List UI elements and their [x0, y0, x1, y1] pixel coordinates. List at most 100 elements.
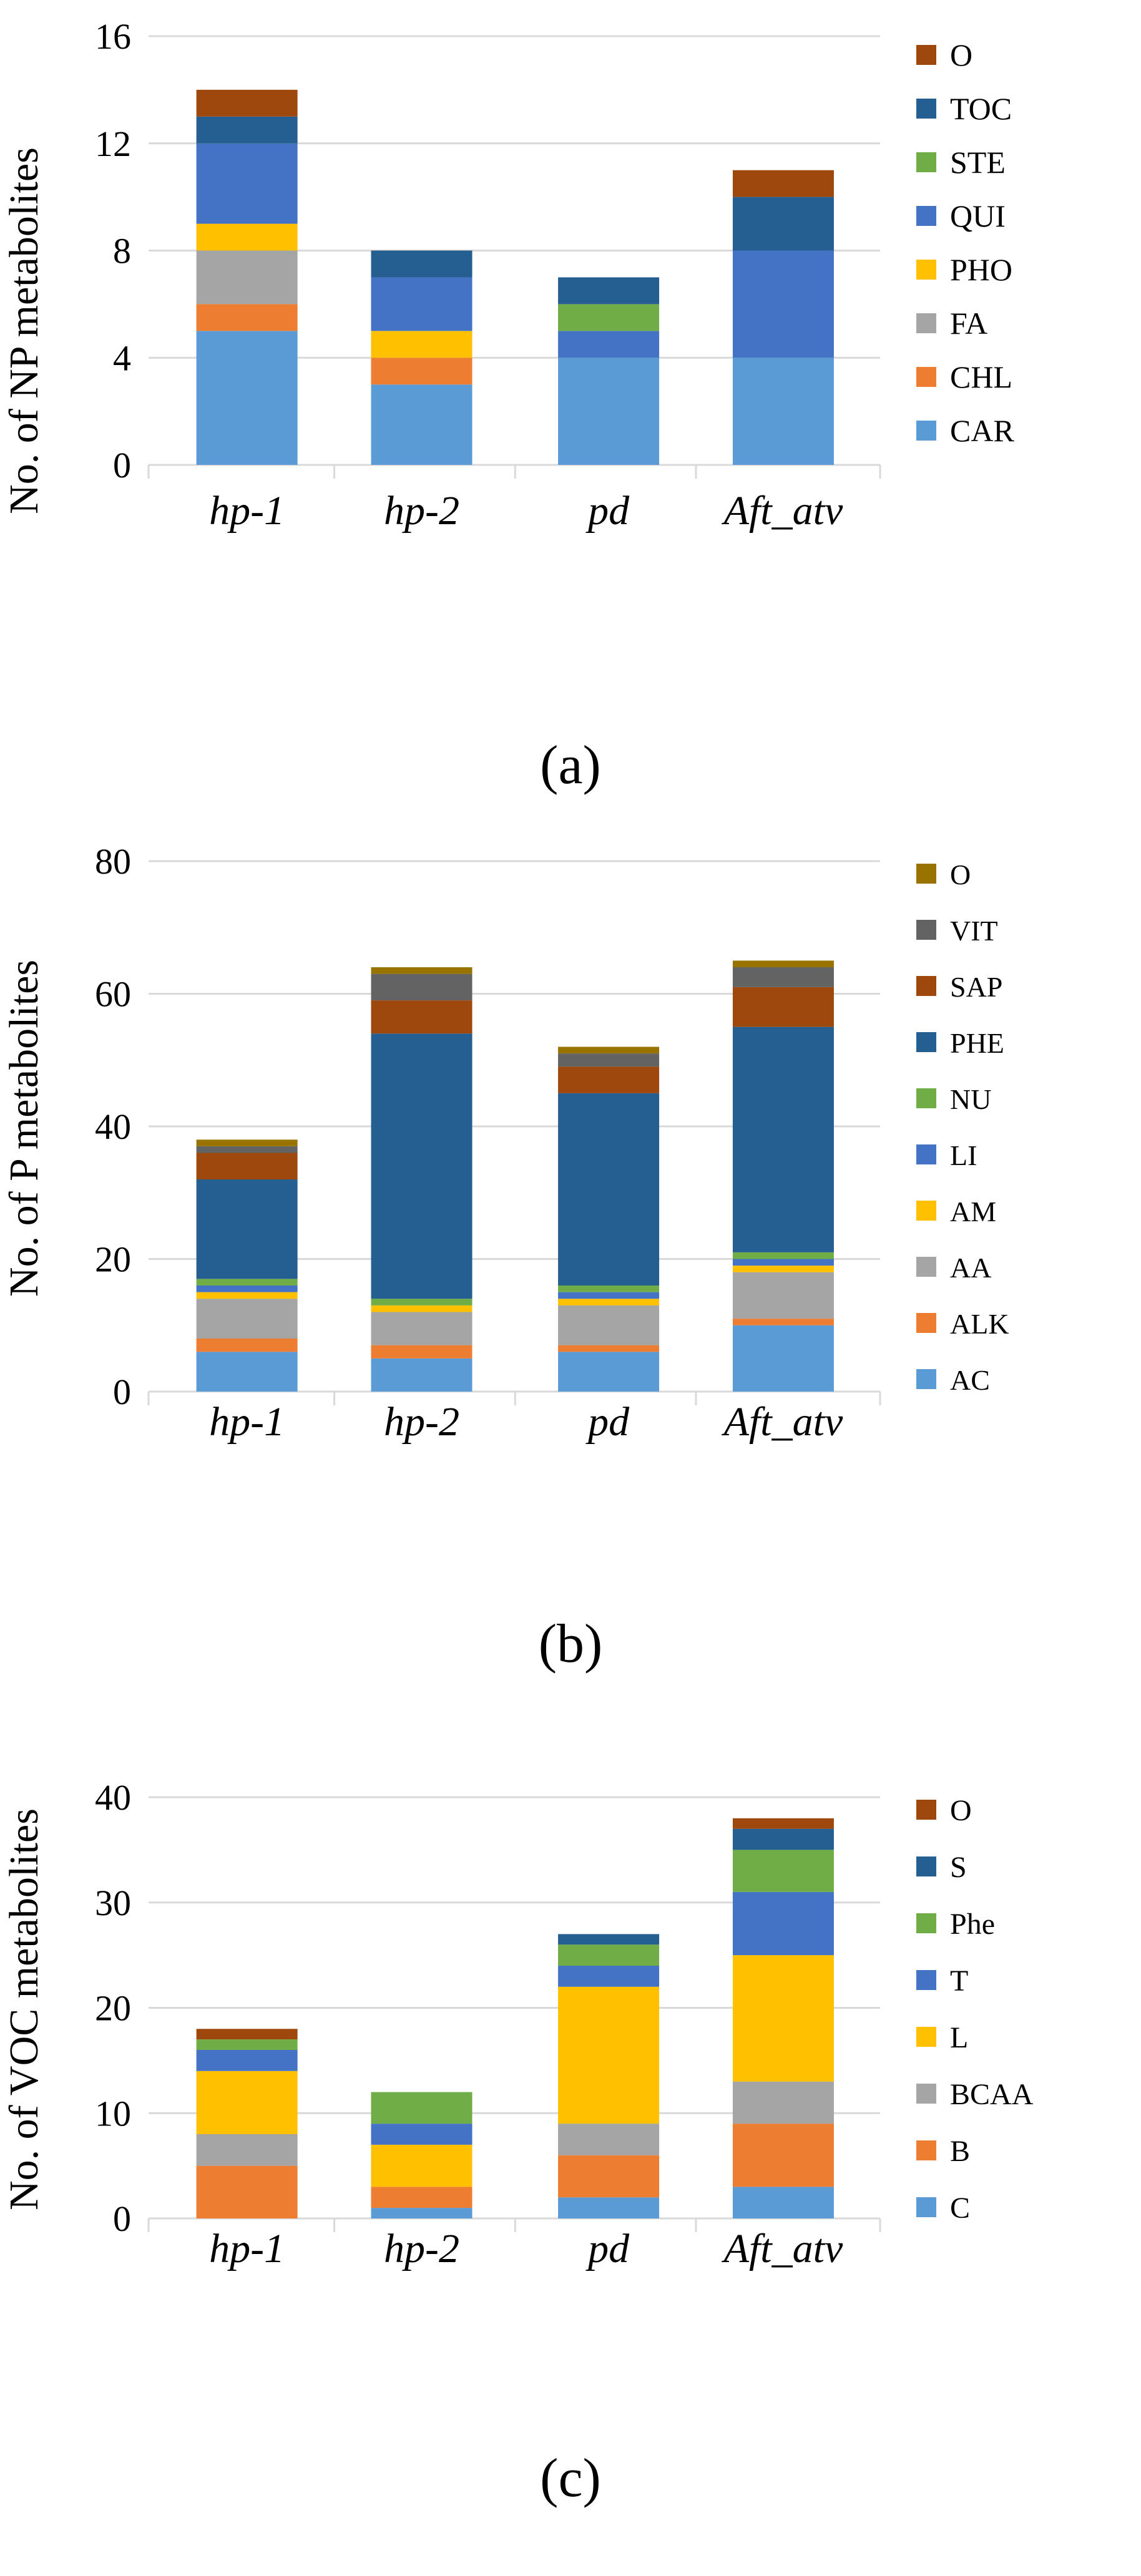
bar-segment-fa-hp-1	[196, 250, 298, 305]
y-tick-label: 0	[113, 445, 131, 485]
bar-segment-aa-aft-atv	[732, 1272, 834, 1319]
y-tick-label: 12	[95, 124, 131, 164]
bar-segment-phe-pd	[558, 1093, 660, 1286]
category-label: hp-1	[209, 488, 285, 534]
y-tick-label: 4	[113, 338, 131, 378]
y-tick-label: 20	[95, 1239, 131, 1280]
legend-label-b: B	[950, 2135, 970, 2168]
bar-segment-aa-pd	[558, 1305, 660, 1345]
legend-label-o: O	[950, 859, 971, 890]
legend-label-chl: CHL	[950, 359, 1012, 394]
category-label: pd	[585, 2226, 630, 2271]
legend-swatch-li	[916, 1144, 936, 1164]
bar-segment-o-hp-1	[196, 2029, 298, 2040]
y-tick-label: 60	[95, 974, 131, 1015]
y-tick-label: 40	[95, 1777, 131, 1818]
panel-a: No. of NP metabolites (a)	[1, 147, 601, 796]
legend-label-vit: VIT	[950, 915, 998, 947]
legend-swatch-toc	[916, 99, 936, 119]
legend-swatch-qui	[916, 206, 936, 226]
bar-segment-phe-aft-atv	[732, 1027, 834, 1252]
y-tick-label: 8	[113, 231, 131, 271]
category-label: hp-1	[209, 2226, 285, 2271]
bar-segment-am-hp-2	[371, 1305, 473, 1312]
legend-swatch-ac	[916, 1369, 936, 1389]
bar-segment-car-pd	[558, 358, 660, 465]
legend-label-phe: Phe	[950, 1908, 995, 1941]
bar-segment-qui-hp-1	[196, 143, 298, 224]
bar-segment-ac-hp-2	[371, 1358, 473, 1392]
bar-segment-nu-hp-1	[196, 1279, 298, 1286]
bar-segment-pho-hp-1	[196, 223, 298, 251]
legend-swatch-t	[916, 1970, 936, 1990]
bar-segment-bcaa-hp-1	[196, 2134, 298, 2166]
bar-segment-ac-pd	[558, 1352, 660, 1392]
bar-segment-phe-hp-1	[196, 2039, 298, 2050]
legend-swatch-phe	[916, 1913, 936, 1933]
ylabel-c: No. of VOC metabolites	[1, 1808, 47, 2210]
legend-swatch-c	[916, 2197, 936, 2217]
legend-label-s: S	[950, 1851, 967, 1884]
legend-label-am: AM	[950, 1196, 996, 1227]
legend-swatch-b	[916, 2140, 936, 2160]
bar-segment-qui-aft-atv	[732, 250, 834, 358]
y-tick-label: 10	[95, 2093, 131, 2134]
bar-segment-t-pd	[558, 1966, 660, 1987]
panel-label-b: (b)	[539, 1614, 603, 1674]
category-label: pd	[585, 488, 630, 534]
y-tick-label: 16	[95, 16, 131, 57]
legend-swatch-pho	[916, 260, 936, 280]
y-tick-label: 80	[95, 841, 131, 882]
legend-swatch-sap	[916, 976, 936, 996]
legend-swatch-o	[916, 1800, 936, 1820]
bar-segment-s-pd	[558, 1934, 660, 1945]
y-tick-label: 0	[113, 1372, 131, 1412]
legend-swatch-fa	[916, 313, 936, 333]
bar-segment-sap-hp-1	[196, 1153, 298, 1179]
bar-segment-sap-hp-2	[371, 1000, 473, 1034]
category-label: hp-1	[209, 1399, 285, 1445]
category-label: hp-2	[384, 488, 459, 534]
bar-segment-ste-pd	[558, 304, 660, 331]
y-tick-label: 0	[113, 2198, 131, 2239]
legend-label-nu: NU	[950, 1083, 991, 1115]
bar-segment-sap-aft-atv	[732, 987, 834, 1027]
legend-label-pho: PHO	[950, 252, 1012, 287]
bar-segment-alk-hp-1	[196, 1339, 298, 1352]
bar-segment-o-hp-2	[371, 967, 473, 974]
bar-segment-t-hp-1	[196, 2050, 298, 2071]
bar-segment-b-aft-atv	[732, 2124, 834, 2187]
panel-label-a: (a)	[540, 735, 601, 796]
bar-segment-l-pd	[558, 1986, 660, 2124]
bar-segment-o-aft-atv	[732, 960, 834, 967]
legend-label-li: LI	[950, 1139, 977, 1171]
bar-segment-b-hp-2	[371, 2187, 473, 2208]
ylabel-a: No. of NP metabolites	[1, 147, 47, 514]
legend-label-t: T	[950, 1964, 968, 1998]
y-tick-label: 40	[95, 1106, 131, 1147]
legend-swatch-bcaa	[916, 2084, 936, 2104]
legend-label-aa: AA	[950, 1252, 991, 1284]
legend-swatch-phe	[916, 1032, 936, 1052]
bar-segment-vit-hp-2	[371, 973, 473, 1001]
bar-segment-bcaa-pd	[558, 2124, 660, 2155]
legend-label-car: CAR	[950, 413, 1014, 448]
bar-segment-vit-pd	[558, 1053, 660, 1067]
legend-swatch-alk	[916, 1313, 936, 1333]
bar-segment-am-pd	[558, 1299, 660, 1305]
bar-segment-car-hp-1	[196, 331, 298, 465]
bar-segment-phe-pd	[558, 1944, 660, 1966]
bar-segment-phe-hp-1	[196, 1179, 298, 1279]
bar-segment-t-aft-atv	[732, 1891, 834, 1956]
legend-swatch-o	[916, 45, 936, 65]
legend-label-phe: PHE	[950, 1027, 1004, 1059]
legend-swatch-s	[916, 1856, 936, 1876]
legend-label-o: O	[950, 37, 972, 72]
bar-segment-ac-aft-atv	[732, 1325, 834, 1392]
bar-segment-c-aft-atv	[732, 2187, 834, 2218]
bar-segment-car-aft-atv	[732, 358, 834, 465]
bar-segment-l-hp-1	[196, 2071, 298, 2134]
y-tick-label: 30	[95, 1883, 131, 1923]
